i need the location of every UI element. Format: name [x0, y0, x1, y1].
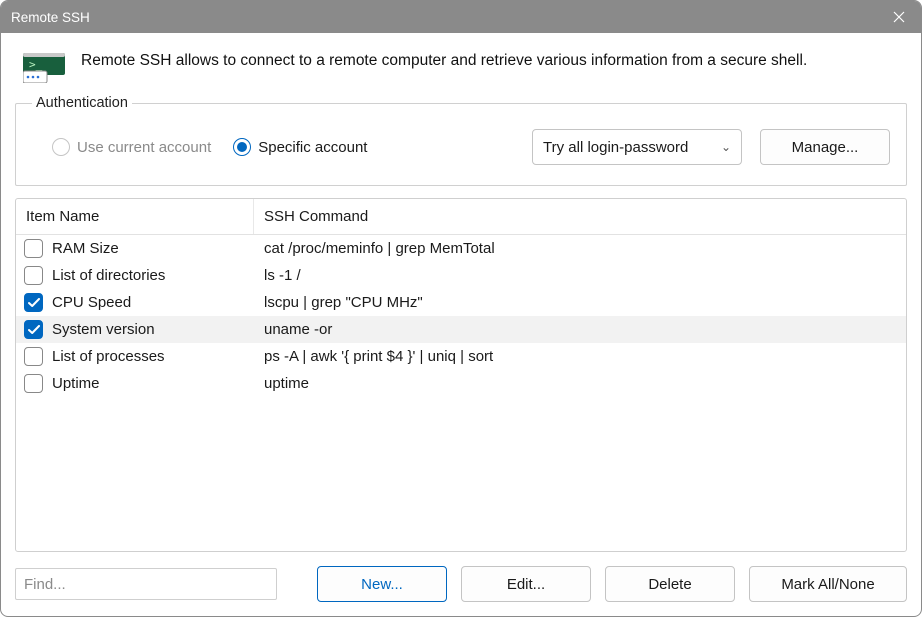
manage-button-label: Manage... — [792, 139, 859, 156]
authentication-legend: Authentication — [32, 95, 132, 111]
remote-ssh-dialog: Remote SSH >_ Remote SSH allows to conne… — [0, 0, 922, 617]
use-current-account-radio[interactable]: Use current account — [52, 138, 211, 156]
table-cell-item-name: List of processes — [16, 347, 254, 366]
manage-button[interactable]: Manage... — [760, 129, 890, 165]
close-icon — [893, 11, 905, 23]
table-cell-item-name: Uptime — [16, 374, 254, 393]
row-checkbox[interactable] — [24, 320, 43, 339]
table-row[interactable]: List of processes ps -A | awk '{ print $4… — [16, 343, 906, 370]
table-row[interactable]: CPU Speed lscpu | grep "CPU MHz" — [16, 289, 906, 316]
row-checkbox[interactable] — [24, 374, 43, 393]
item-name-text: RAM Size — [52, 240, 119, 257]
find-input[interactable] — [15, 568, 277, 600]
delete-button[interactable]: Delete — [605, 566, 735, 602]
auth-select-group: Try all login-password ⌄ Manage... — [532, 129, 890, 165]
table-cell-ssh-command: lscpu | grep "CPU MHz" — [254, 294, 906, 311]
row-checkbox[interactable] — [24, 266, 43, 285]
table-header: Item Name SSH Command — [16, 199, 906, 235]
titlebar: Remote SSH — [1, 1, 921, 33]
table-body: RAM Size cat /proc/meminfo | grep MemTota… — [16, 235, 906, 551]
row-checkbox[interactable] — [24, 293, 43, 312]
table-row[interactable]: System version uname -or — [16, 316, 906, 343]
credentials-dropdown[interactable]: Try all login-password ⌄ — [532, 129, 742, 165]
row-checkbox[interactable] — [24, 239, 43, 258]
specific-account-radio[interactable]: Specific account — [233, 138, 367, 156]
table-cell-item-name: CPU Speed — [16, 293, 254, 312]
credentials-dropdown-value: Try all login-password — [543, 139, 688, 156]
commands-table: Item Name SSH Command RAM Size cat /proc/… — [15, 198, 907, 552]
item-name-text: Uptime — [52, 375, 100, 392]
footer-row: New... Edit... Delete Mark All/None — [15, 566, 907, 602]
table-cell-ssh-command: uname -or — [254, 321, 906, 338]
close-button[interactable] — [877, 1, 921, 33]
edit-button[interactable]: Edit... — [461, 566, 591, 602]
chevron-down-icon: ⌄ — [721, 140, 731, 154]
radio-icon — [52, 138, 70, 156]
table-cell-item-name: System version — [16, 320, 254, 339]
use-current-account-label: Use current account — [77, 139, 211, 156]
table-cell-ssh-command: cat /proc/meminfo | grep MemTotal — [254, 240, 906, 257]
specific-account-label: Specific account — [258, 139, 367, 156]
mark-all-none-button[interactable]: Mark All/None — [749, 566, 907, 602]
authentication-group: Authentication Use current account Speci… — [15, 95, 907, 186]
ssh-terminal-icon: >_ — [23, 53, 65, 83]
table-cell-ssh-command: ps -A | awk '{ print $4 }' | uniq | sort — [254, 348, 906, 365]
table-row[interactable]: List of directories ls -1 / — [16, 262, 906, 289]
info-text: Remote SSH allows to connect to a remote… — [81, 51, 807, 72]
edit-button-label: Edit... — [507, 576, 545, 593]
item-name-text: System version — [52, 321, 155, 338]
info-row: >_ Remote SSH allows to connect to a rem… — [15, 45, 907, 95]
radio-icon — [233, 138, 251, 156]
authentication-row: Use current account Specific account Try… — [32, 129, 890, 165]
table-row[interactable]: Uptime uptime — [16, 370, 906, 397]
table-cell-ssh-command: uptime — [254, 375, 906, 392]
item-name-text: CPU Speed — [52, 294, 131, 311]
mark-all-none-label: Mark All/None — [781, 576, 874, 593]
table-cell-ssh-command: ls -1 / — [254, 267, 906, 284]
svg-text:>_: >_ — [29, 58, 43, 71]
new-button[interactable]: New... — [317, 566, 447, 602]
window-title: Remote SSH — [11, 10, 877, 25]
item-name-text: List of directories — [52, 267, 165, 284]
row-checkbox[interactable] — [24, 347, 43, 366]
column-header-ssh-command[interactable]: SSH Command — [254, 199, 906, 234]
table-cell-item-name: RAM Size — [16, 239, 254, 258]
dialog-content: >_ Remote SSH allows to connect to a rem… — [1, 33, 921, 616]
new-button-label: New... — [361, 576, 403, 593]
delete-button-label: Delete — [648, 576, 691, 593]
item-name-text: List of processes — [52, 348, 165, 365]
table-row[interactable]: RAM Size cat /proc/meminfo | grep MemTota… — [16, 235, 906, 262]
table-cell-item-name: List of directories — [16, 266, 254, 285]
column-header-item-name[interactable]: Item Name — [16, 199, 254, 234]
